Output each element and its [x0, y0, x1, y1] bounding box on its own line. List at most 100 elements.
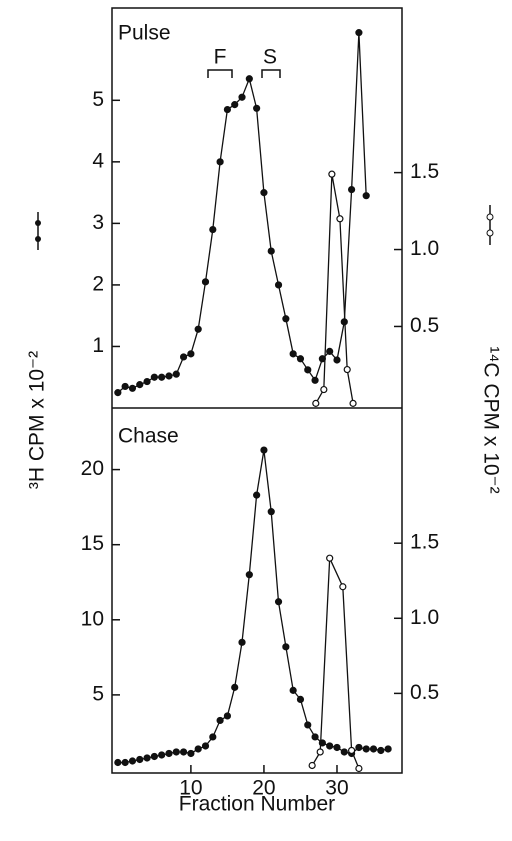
data-point — [121, 382, 129, 391]
data-point — [326, 347, 334, 355]
data-point — [253, 491, 261, 499]
data-point — [172, 748, 180, 756]
data-point — [347, 185, 356, 194]
data-point — [216, 158, 224, 166]
data-point — [347, 746, 356, 755]
data-point — [282, 643, 290, 651]
y-tick-label: 3 — [92, 211, 104, 234]
data-point — [304, 721, 312, 729]
data-point — [311, 376, 319, 384]
y2-tick-label: 0.5 — [410, 681, 439, 704]
bracket — [207, 69, 233, 78]
data-point — [114, 389, 122, 397]
panel-title: Chase — [118, 425, 179, 448]
data-point — [245, 75, 253, 83]
data-point — [121, 758, 129, 767]
data-point — [328, 170, 336, 178]
data-point — [223, 105, 232, 114]
data-point — [231, 683, 239, 691]
data-point — [326, 742, 334, 750]
data-point — [209, 225, 217, 234]
data-point — [165, 372, 173, 380]
data-point — [282, 315, 290, 323]
data-point — [128, 384, 137, 392]
data-point — [355, 29, 363, 37]
y2-tick-label: 1.5 — [410, 531, 439, 554]
y-tick-label: 15 — [81, 532, 104, 555]
annotation: F — [214, 46, 227, 69]
data-point — [289, 686, 297, 694]
data-point — [136, 381, 144, 389]
y-tick-label: 5 — [92, 88, 104, 111]
y2-tick-label: 1.5 — [410, 160, 439, 183]
data-point — [128, 757, 137, 765]
data-point — [326, 554, 334, 562]
data-point — [260, 446, 268, 454]
plot-frame — [111, 7, 403, 774]
bracket — [261, 69, 281, 78]
data-point — [179, 353, 188, 361]
annotation: S — [263, 46, 277, 69]
data-point — [336, 215, 344, 223]
y2-tick-label: 0.5 — [410, 314, 439, 337]
data-point — [150, 373, 158, 381]
data-point — [158, 751, 166, 759]
panel-title: Pulse — [118, 22, 171, 45]
data-point — [201, 742, 210, 750]
data-point — [274, 281, 283, 289]
y-tick-label: 10 — [81, 607, 104, 630]
data-point — [312, 399, 320, 407]
data-point — [253, 104, 261, 112]
data-point — [165, 749, 173, 758]
data-point — [216, 716, 224, 725]
data-point — [114, 758, 122, 767]
data-point — [349, 399, 357, 407]
data-point — [355, 764, 363, 773]
x-axis-label: Fraction Number — [179, 793, 335, 816]
series-key-filled — [35, 212, 41, 250]
data-point — [238, 93, 246, 101]
data-point — [267, 247, 275, 255]
y-tick-label: 4 — [92, 149, 104, 172]
data-point — [143, 377, 151, 386]
data-point — [209, 733, 217, 741]
data-point — [316, 748, 324, 756]
data-point — [194, 325, 202, 333]
data-point — [187, 350, 195, 358]
data-point — [143, 754, 151, 762]
x-tick-label: 30 — [325, 777, 348, 800]
data-point — [231, 101, 239, 109]
data-point — [238, 638, 246, 646]
data-point — [311, 733, 319, 741]
data-point — [369, 745, 378, 753]
data-point — [179, 748, 188, 756]
series-line — [117, 449, 389, 764]
data-point — [362, 192, 370, 200]
data-point — [274, 598, 283, 606]
data-point — [223, 712, 232, 720]
x-tick-label: 10 — [179, 777, 202, 800]
data-point — [333, 743, 341, 752]
x-tick-label: 20 — [252, 777, 275, 800]
y-axis-label: ³H CPM x 10⁻² — [26, 351, 49, 489]
data-point — [267, 508, 275, 516]
data-point — [150, 752, 158, 761]
data-point — [201, 278, 210, 286]
data-point — [339, 583, 347, 591]
data-point — [194, 745, 202, 753]
data-point — [172, 370, 180, 378]
data-point — [304, 366, 312, 374]
data-point — [343, 365, 351, 374]
y-tick-label: 2 — [92, 272, 104, 295]
y2-tick-label: 1.0 — [410, 237, 439, 260]
data-point — [355, 743, 363, 752]
data-point — [340, 748, 348, 756]
data-point — [384, 745, 392, 753]
y2-tick-label: 1.0 — [410, 606, 439, 629]
y2-axis-label: ¹⁴C CPM x 10⁻² — [479, 346, 502, 493]
data-point — [260, 189, 268, 197]
data-point — [320, 385, 328, 394]
data-point — [377, 746, 385, 755]
y-tick-label: 20 — [81, 457, 104, 480]
